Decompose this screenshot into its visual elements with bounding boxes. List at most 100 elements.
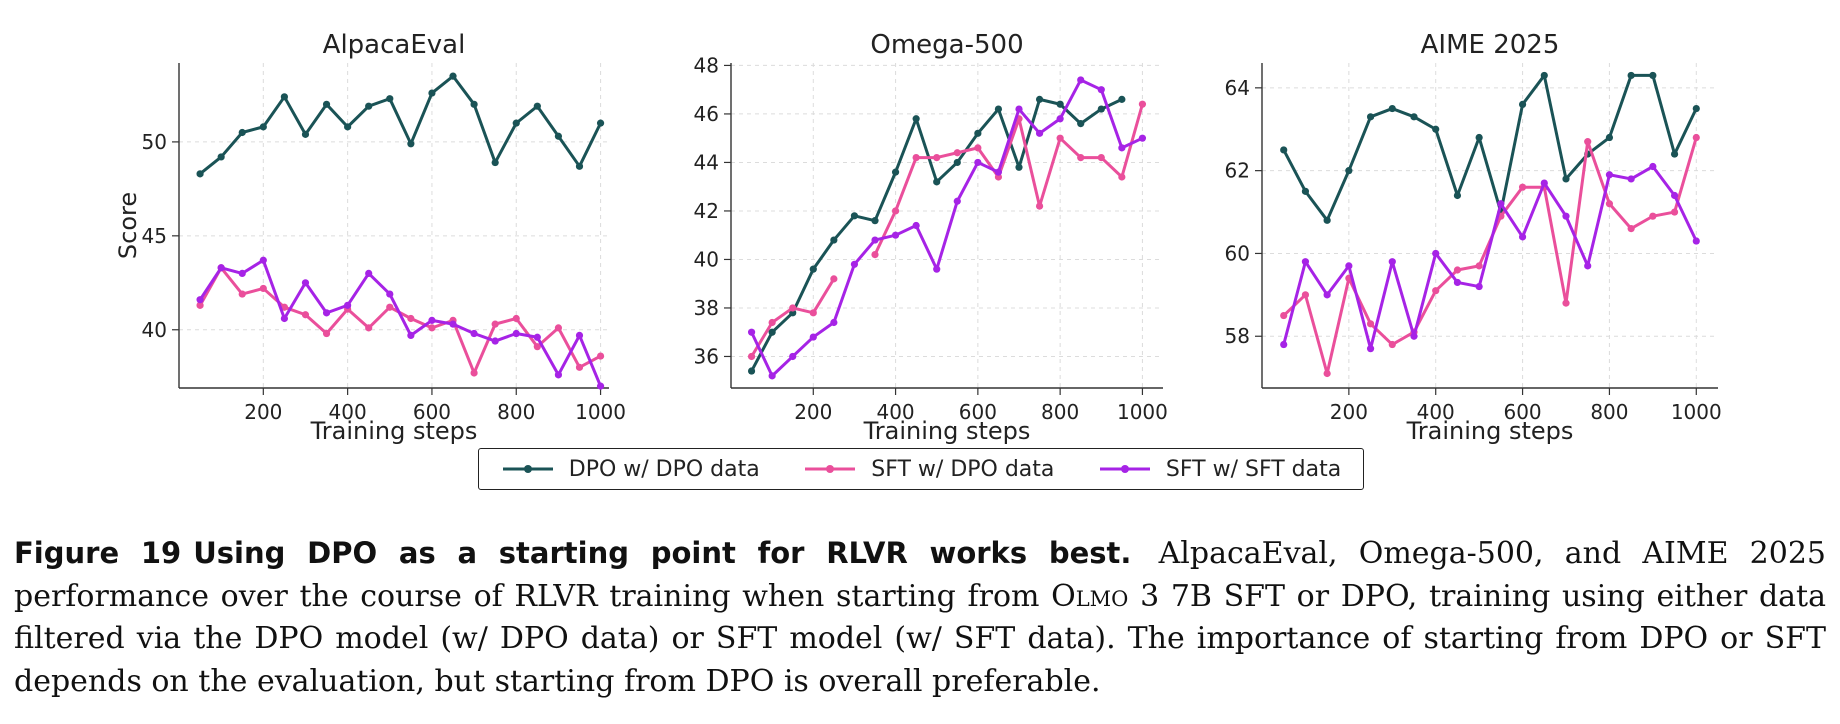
model-name: Olmo [1051, 578, 1129, 614]
data-point [322, 329, 331, 338]
data-point [1670, 208, 1679, 216]
chart-title: AIME 2025 [1421, 30, 1560, 60]
data-point [1540, 179, 1548, 187]
data-point [912, 115, 920, 123]
y-tick-label: 46 [694, 102, 719, 126]
data-point [428, 89, 436, 97]
data-point [491, 320, 499, 328]
x-tick-label: 800 [1590, 400, 1628, 424]
data-point [554, 324, 563, 332]
data-point [1605, 200, 1614, 208]
series-line [198, 266, 602, 375]
data-point [449, 320, 457, 328]
caption-text: 3 7B SFT or DPO, training using either d… [14, 578, 1826, 699]
legend-marker [1120, 465, 1129, 473]
x-tick-label: 200 [794, 400, 832, 424]
y-tick-label: 48 [694, 53, 719, 77]
x-tick-label: 600 [1503, 400, 1541, 424]
legend-marker [826, 465, 835, 473]
x-tick-label: 600 [959, 400, 997, 424]
data-point [1056, 134, 1064, 142]
figure-caption: Figure 19 Using DPO as a starting point f… [14, 532, 1826, 703]
series-line [873, 103, 1144, 256]
x-axis-label: Training steps [1406, 417, 1574, 445]
data-point [1670, 191, 1679, 200]
data-point [365, 324, 373, 332]
data-point [891, 207, 900, 215]
legend-item-dpo-dpo: DPO w/ DPO data [501, 457, 760, 482]
data-point [407, 331, 415, 339]
x-tick-label: 600 [413, 400, 451, 424]
data-point [238, 128, 246, 137]
legend-item-sft-dpo: SFT w/ DPO data [803, 457, 1054, 482]
data-point [196, 170, 204, 178]
data-point [768, 318, 776, 327]
series-dpo-w-dpo-data [747, 95, 1126, 375]
series-line [1282, 165, 1698, 351]
x-tick-label: 400 [1417, 400, 1455, 424]
data-point [1518, 183, 1527, 191]
data-point [575, 162, 584, 170]
chart-omega-500: 200 400 600 800 1000 36 38 40 42 44 46 48 Omega-500 T… [694, 30, 1168, 445]
data-point [1584, 262, 1592, 270]
series-sft-w-sft-data [747, 76, 1147, 380]
data-point [1432, 287, 1440, 295]
data-point [1692, 133, 1700, 142]
data-point [1518, 100, 1527, 109]
data-point [1453, 278, 1462, 287]
y-tick-label: 40 [694, 247, 719, 271]
data-point [912, 153, 920, 162]
data-point [449, 72, 457, 80]
data-point [1345, 167, 1353, 175]
chart-title: AlpacaEval [323, 30, 466, 60]
data-point [596, 352, 605, 360]
data-point [1056, 100, 1064, 108]
data-point [1015, 105, 1023, 113]
data-point [512, 314, 520, 323]
data-point [830, 275, 838, 283]
data-point [596, 119, 605, 127]
y-tick-label: 62 [1225, 159, 1250, 183]
caption-text: AlpacaEval, Omega-500, and AIME 2025 per… [14, 536, 1827, 614]
x-tick-label: 200 [1330, 400, 1368, 424]
x-axis-label: Training steps [310, 417, 478, 445]
data-point [512, 329, 520, 338]
series-dpo-w-dpo-data [1280, 71, 1700, 224]
data-point [933, 265, 941, 273]
data-point [871, 217, 879, 225]
data-point [1627, 71, 1635, 80]
data-point [809, 265, 817, 273]
data-point [386, 303, 394, 311]
data-point [407, 140, 415, 148]
data-point [974, 158, 982, 167]
legend-label: SFT w/ SFT data [1165, 456, 1342, 482]
data-point [974, 129, 982, 137]
data-point [259, 256, 267, 264]
data-point [953, 158, 961, 167]
data-point [747, 328, 756, 336]
data-point [1540, 71, 1548, 80]
data-point [554, 132, 563, 140]
data-point [1280, 146, 1288, 154]
x-tick-label: 800 [497, 400, 535, 424]
data-point [575, 331, 584, 339]
series-dpo-w-dpo-data [196, 72, 605, 178]
data-point [1649, 71, 1657, 80]
x-tick-label: 200 [244, 400, 282, 424]
data-point [238, 290, 246, 298]
data-point [533, 343, 541, 351]
data-point [217, 264, 225, 272]
data-point [850, 212, 859, 220]
series-sft-w-dpo-data [196, 264, 605, 377]
series-sft-w-sft-data [1280, 162, 1700, 353]
data-point [809, 333, 817, 341]
data-point [1388, 340, 1396, 349]
chart-alpacaeval: 200 400 600 800 1000 40 45 50 AlpacaEval Training… [114, 30, 626, 445]
data-point [1323, 216, 1331, 224]
data-point [533, 102, 541, 110]
series-sft-w-dpo-data [747, 100, 1147, 361]
data-point [1692, 104, 1700, 113]
data-point [1475, 282, 1483, 291]
data-point [1453, 266, 1462, 274]
data-point [1475, 133, 1483, 142]
